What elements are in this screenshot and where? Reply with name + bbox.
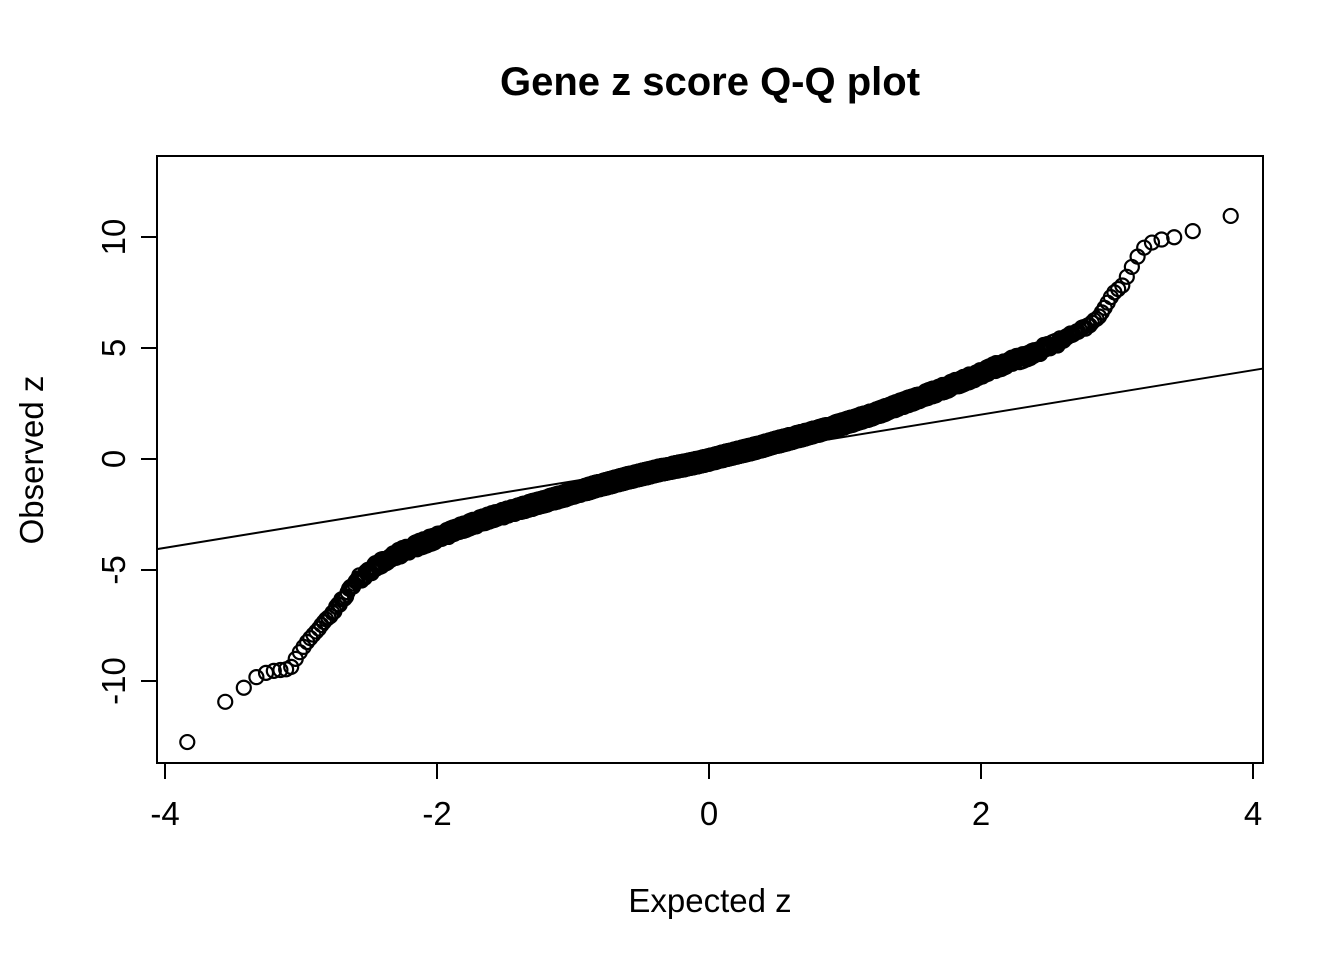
y-tick-label: 10 — [95, 218, 132, 256]
y-tick-label: 5 — [95, 338, 132, 358]
x-tick-label: -2 — [422, 795, 452, 832]
y-tick-label: 0 — [95, 449, 132, 469]
x-tick-label: 0 — [699, 795, 719, 832]
y-tick-label: -5 — [95, 555, 132, 585]
x-tick-label: 4 — [1243, 795, 1263, 832]
y-tick-label: -10 — [95, 657, 132, 705]
x-tick-label: -4 — [150, 795, 180, 832]
chart-title: Gene z score Q-Q plot — [499, 60, 921, 104]
x-axis-label: Expected z — [628, 882, 792, 919]
x-tick-label: 2 — [971, 795, 991, 832]
y-axis-label: Observed z — [13, 375, 50, 545]
